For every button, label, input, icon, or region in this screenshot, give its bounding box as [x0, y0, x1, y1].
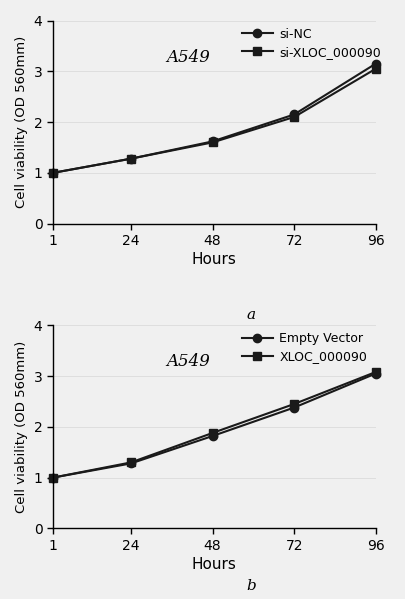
si-NC: [292, 111, 296, 118]
Line: si-NC: si-NC: [49, 59, 380, 177]
Empty Vector: [292, 404, 296, 411]
si-XLOC_000090: [210, 139, 215, 146]
Empty Vector: [373, 370, 378, 377]
si-XLOC_000090: [50, 170, 55, 177]
XLOC_000090: [373, 368, 378, 376]
Text: A549: A549: [166, 353, 211, 370]
Text: A549: A549: [166, 49, 211, 65]
Line: si-XLOC_000090: si-XLOC_000090: [49, 65, 380, 177]
Y-axis label: Cell viability (OD 560mm): Cell viability (OD 560mm): [15, 36, 28, 208]
Y-axis label: Cell viability (OD 560mm): Cell viability (OD 560mm): [15, 341, 28, 513]
si-XLOC_000090: [373, 65, 378, 72]
Line: Empty Vector: Empty Vector: [49, 370, 380, 482]
XLOC_000090: [292, 400, 296, 407]
Empty Vector: [210, 432, 215, 440]
Empty Vector: [50, 474, 55, 481]
si-NC: [129, 155, 134, 162]
Empty Vector: [129, 460, 134, 467]
si-NC: [50, 170, 55, 177]
XLOC_000090: [50, 474, 55, 481]
XLOC_000090: [129, 459, 134, 466]
XLOC_000090: [210, 429, 215, 437]
si-XLOC_000090: [129, 155, 134, 162]
Legend: si-NC, si-XLOC_000090: si-NC, si-XLOC_000090: [237, 23, 386, 63]
si-NC: [210, 138, 215, 145]
Text: b: b: [246, 579, 256, 593]
si-XLOC_000090: [292, 113, 296, 120]
Text: a: a: [247, 308, 256, 322]
Legend: Empty Vector, XLOC_000090: Empty Vector, XLOC_000090: [237, 328, 372, 368]
Line: XLOC_000090: XLOC_000090: [49, 368, 380, 482]
X-axis label: Hours: Hours: [192, 557, 237, 572]
si-NC: [373, 60, 378, 67]
X-axis label: Hours: Hours: [192, 252, 237, 267]
